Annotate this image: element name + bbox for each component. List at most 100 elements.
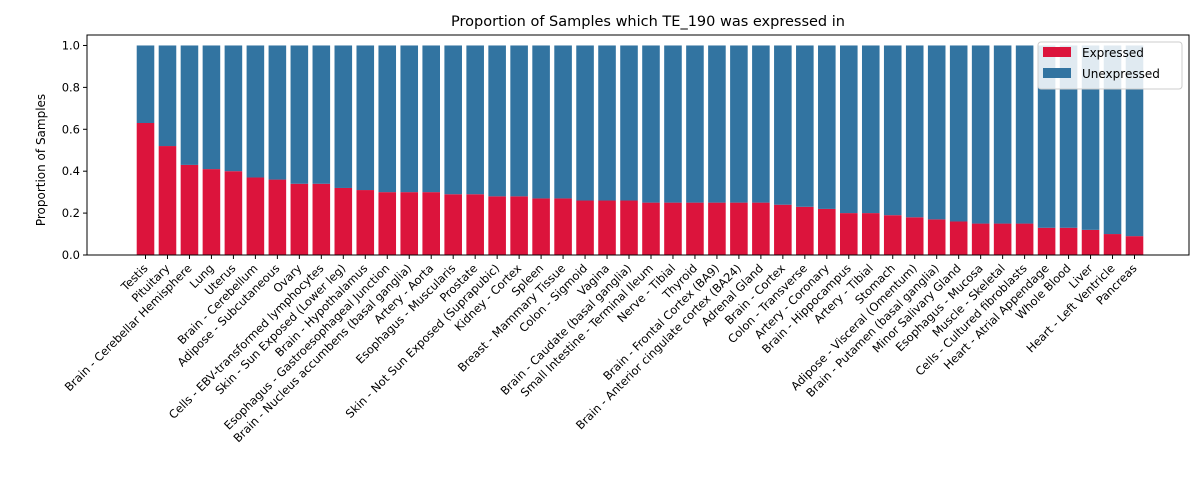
bar-unexpressed-0: [136, 45, 155, 124]
bar-unexpressed-25: [686, 45, 704, 203]
bar-expressed-26: [708, 202, 726, 255]
bar-unexpressed-6: [268, 45, 287, 180]
bar-unexpressed-40: [1015, 45, 1034, 224]
y-tick-label: 0.0: [62, 248, 80, 262]
bar-unexpressed-35: [905, 45, 924, 218]
bar-unexpressed-3: [202, 45, 221, 170]
bar-unexpressed-19: [554, 45, 572, 199]
y-axis-label: Proportion of Samples: [34, 94, 48, 226]
bar-unexpressed-8: [312, 45, 331, 184]
bar-expressed-41: [1037, 227, 1056, 255]
bar-unexpressed-20: [576, 45, 594, 201]
bar-expressed-9: [334, 187, 353, 255]
bar-unexpressed-29: [774, 45, 792, 205]
bar-unexpressed-12: [400, 45, 419, 193]
bar-expressed-11: [378, 192, 397, 255]
bar-unexpressed-16: [488, 45, 506, 197]
bar-expressed-1: [158, 146, 177, 255]
bar-unexpressed-21: [598, 45, 616, 201]
legend-swatch-unexpressed: [1043, 68, 1071, 78]
bar-expressed-33: [861, 213, 880, 255]
bar-expressed-15: [466, 194, 484, 255]
bar-expressed-31: [818, 208, 836, 255]
bar-expressed-23: [642, 202, 660, 255]
bar-expressed-38: [971, 223, 990, 255]
bar-unexpressed-26: [708, 45, 726, 203]
bar-unexpressed-34: [883, 45, 902, 216]
bar-expressed-25: [686, 202, 704, 255]
bar-unexpressed-9: [334, 45, 353, 188]
bar-expressed-34: [883, 215, 902, 255]
bar-expressed-13: [422, 192, 440, 255]
legend-box: [1037, 41, 1183, 90]
y-axis: 0.0 0.2 0.4 0.6 0.8 1.0: [62, 38, 87, 262]
bar-unexpressed-10: [356, 45, 375, 191]
chart-title: Proportion of Samples which TE_190 was e…: [451, 14, 845, 30]
bar-expressed-42: [1059, 227, 1078, 255]
bar-unexpressed-17: [510, 45, 528, 197]
bar-unexpressed-42: [1059, 45, 1078, 228]
bar-expressed-29: [774, 204, 792, 255]
bar-unexpressed-15: [466, 45, 484, 195]
y-tick-label: 1.0: [62, 38, 80, 52]
bar-unexpressed-1: [158, 45, 177, 147]
y-tick-label: 0.6: [62, 122, 80, 136]
bar-unexpressed-27: [730, 45, 748, 203]
bar-unexpressed-23: [642, 45, 660, 203]
bar-unexpressed-36: [927, 45, 946, 220]
bar-expressed-20: [576, 200, 594, 255]
bar-expressed-17: [510, 196, 528, 255]
bar-expressed-40: [1015, 223, 1034, 255]
bar-unexpressed-7: [290, 45, 309, 184]
bar-unexpressed-39: [993, 45, 1012, 224]
bar-expressed-4: [224, 171, 243, 255]
bar-expressed-27: [730, 202, 748, 255]
bar-expressed-35: [905, 217, 924, 255]
bar-expressed-30: [796, 206, 814, 255]
bar-unexpressed-28: [752, 45, 770, 203]
bar-expressed-37: [949, 221, 968, 255]
bar-unexpressed-13: [422, 45, 440, 193]
legend-swatch-expressed: [1043, 47, 1071, 57]
bar-unexpressed-14: [444, 45, 462, 195]
bar-expressed-19: [554, 198, 572, 255]
bar-expressed-7: [290, 183, 309, 255]
bar-expressed-43: [1081, 229, 1100, 255]
bar-unexpressed-38: [971, 45, 990, 224]
bar-unexpressed-44: [1103, 45, 1122, 235]
bar-unexpressed-5: [246, 45, 265, 178]
bar-unexpressed-30: [796, 45, 814, 207]
legend: Expressed Unexpressed: [1037, 41, 1183, 90]
bar-expressed-36: [927, 219, 946, 255]
bar-unexpressed-45: [1125, 45, 1144, 237]
bar-expressed-8: [312, 183, 331, 255]
bar-unexpressed-33: [861, 45, 880, 214]
bar-unexpressed-41: [1037, 45, 1056, 228]
bar-expressed-6: [268, 179, 287, 255]
bar-expressed-3: [202, 169, 221, 255]
bar-expressed-44: [1103, 234, 1122, 255]
bar-unexpressed-4: [224, 45, 243, 172]
bar-expressed-5: [246, 177, 265, 255]
bar-expressed-22: [620, 200, 638, 255]
bar-expressed-32: [840, 213, 858, 255]
bar-expressed-45: [1125, 236, 1144, 255]
bar-expressed-2: [180, 164, 199, 255]
legend-label-expressed: Expressed: [1082, 46, 1144, 60]
legend-label-unexpressed: Unexpressed: [1082, 67, 1160, 81]
bar-expressed-39: [993, 223, 1012, 255]
bar-unexpressed-2: [180, 45, 199, 165]
bar-unexpressed-24: [664, 45, 682, 203]
plot-frame: [86, 34, 1190, 256]
bar-expressed-16: [488, 196, 506, 255]
bars-group: [136, 45, 1144, 255]
bar-unexpressed-43: [1081, 45, 1100, 230]
bar-expressed-18: [532, 198, 550, 255]
bar-expressed-28: [752, 202, 770, 255]
y-tick-label: 0.8: [62, 80, 80, 94]
bar-unexpressed-32: [840, 45, 858, 214]
bar-expressed-24: [664, 202, 682, 255]
y-tick-label: 0.2: [62, 206, 80, 220]
